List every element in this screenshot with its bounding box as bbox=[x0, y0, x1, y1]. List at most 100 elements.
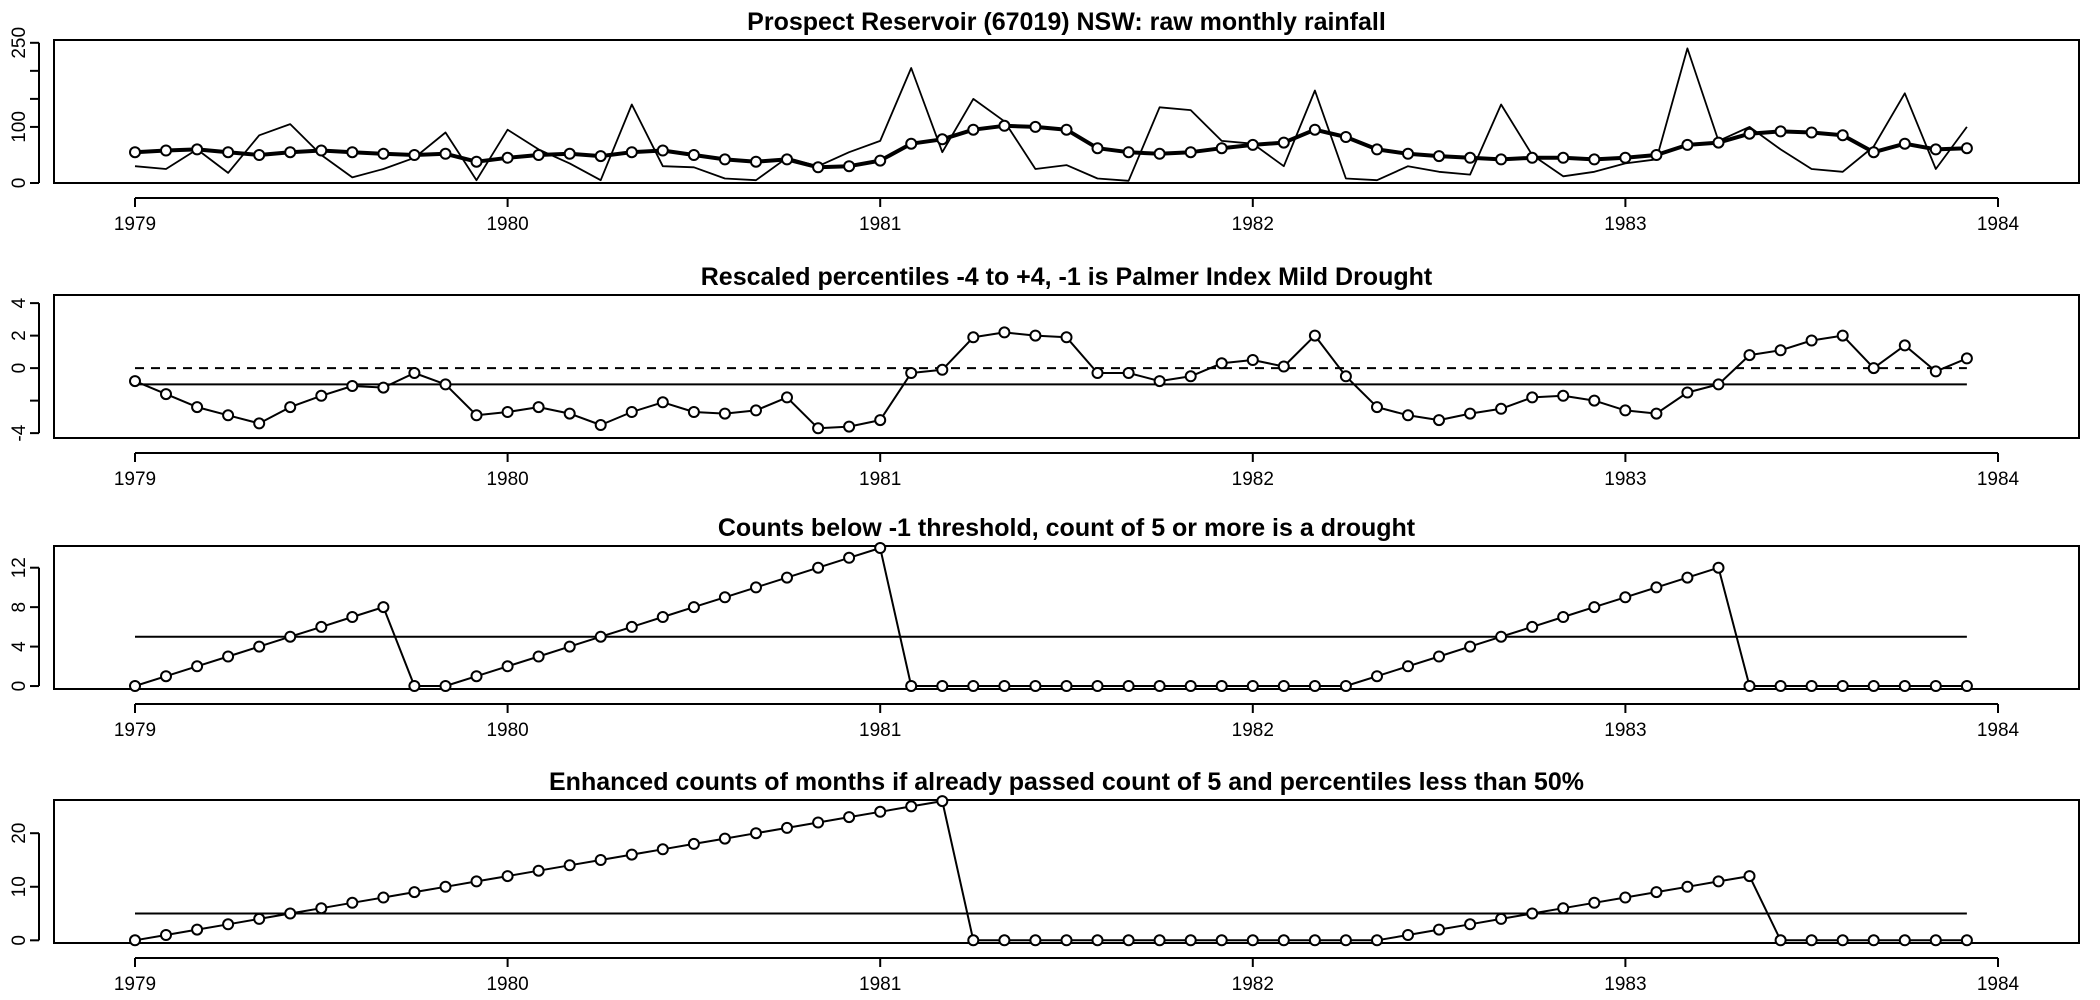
data-point bbox=[191, 923, 204, 936]
y-tick-label: -4 bbox=[9, 424, 30, 441]
data-point bbox=[936, 680, 949, 692]
data-point bbox=[1960, 680, 1973, 692]
data-point bbox=[1588, 601, 1601, 614]
data-point bbox=[253, 640, 266, 653]
x-tick-label: 1980 bbox=[486, 214, 528, 235]
data-point bbox=[377, 891, 390, 904]
series-line bbox=[134, 547, 1967, 687]
data-point bbox=[781, 821, 793, 834]
data-point bbox=[408, 149, 421, 161]
data-point bbox=[1588, 153, 1601, 166]
data-point bbox=[905, 680, 918, 692]
data-point bbox=[1246, 934, 1259, 947]
data-point bbox=[1371, 934, 1383, 947]
data-point bbox=[1805, 126, 1818, 139]
data-point bbox=[998, 119, 1011, 132]
data-point bbox=[1526, 620, 1539, 633]
data-point bbox=[1308, 680, 1321, 692]
data-point bbox=[563, 640, 576, 653]
plot-frame bbox=[53, 39, 2080, 184]
data-point bbox=[284, 401, 297, 414]
data-point bbox=[1588, 394, 1601, 407]
data-point bbox=[1464, 407, 1477, 420]
data-point bbox=[1122, 680, 1135, 692]
data-point bbox=[843, 811, 856, 824]
data-point bbox=[160, 670, 172, 683]
data-point bbox=[1184, 934, 1197, 947]
data-point bbox=[1308, 123, 1321, 136]
data-point bbox=[1495, 630, 1508, 643]
data-point bbox=[1122, 934, 1135, 947]
data-point bbox=[1029, 329, 1042, 342]
data-point bbox=[1743, 127, 1756, 140]
y-tick-label: 0 bbox=[9, 363, 30, 374]
data-point bbox=[1743, 349, 1756, 362]
data-point bbox=[1308, 329, 1321, 342]
data-point bbox=[625, 146, 638, 159]
plot-frame bbox=[53, 799, 2080, 944]
data-point bbox=[687, 837, 700, 850]
x-tick-label: 1984 bbox=[1977, 720, 2020, 741]
data-point bbox=[1371, 143, 1383, 156]
data-point bbox=[1091, 934, 1104, 947]
panel-enhanced-counts: Enhanced counts of months if already pas… bbox=[9, 768, 2080, 995]
x-tick-label: 1984 bbox=[1977, 214, 2020, 235]
data-point bbox=[222, 918, 235, 931]
data-point bbox=[843, 551, 856, 564]
data-point bbox=[1836, 329, 1849, 342]
data-point bbox=[750, 827, 762, 840]
data-point bbox=[1681, 571, 1694, 584]
data-point bbox=[1246, 680, 1259, 692]
data-point bbox=[1805, 934, 1818, 947]
data-point bbox=[936, 363, 949, 376]
data-point bbox=[532, 650, 545, 663]
data-point bbox=[1743, 870, 1756, 883]
data-point bbox=[1060, 934, 1073, 947]
data-point bbox=[1929, 680, 1942, 692]
data-point bbox=[1060, 123, 1073, 136]
data-point bbox=[1495, 153, 1508, 166]
data-point bbox=[1557, 902, 1570, 915]
data-point bbox=[439, 147, 452, 160]
data-point bbox=[1277, 136, 1290, 149]
data-point bbox=[1774, 934, 1787, 947]
data-point bbox=[284, 146, 297, 159]
data-point bbox=[1712, 136, 1725, 149]
data-point bbox=[750, 404, 762, 417]
data-point bbox=[1277, 934, 1290, 947]
data-point bbox=[1619, 591, 1632, 604]
data-point bbox=[1184, 146, 1197, 159]
data-point bbox=[315, 620, 328, 633]
data-point bbox=[346, 146, 359, 159]
data-point bbox=[905, 367, 918, 379]
data-point bbox=[718, 407, 731, 420]
data-point bbox=[346, 896, 359, 909]
data-point bbox=[1029, 680, 1042, 692]
data-point bbox=[1774, 344, 1787, 357]
data-point bbox=[1805, 334, 1818, 347]
data-point bbox=[1433, 923, 1445, 936]
data-point bbox=[532, 864, 545, 877]
data-point bbox=[843, 160, 856, 173]
x-tick-label: 1981 bbox=[859, 720, 901, 741]
data-point bbox=[1277, 680, 1290, 692]
data-point bbox=[191, 401, 204, 414]
data-point bbox=[408, 886, 421, 899]
x-tick-label: 1981 bbox=[859, 974, 901, 995]
data-point bbox=[1960, 352, 1973, 365]
data-point bbox=[346, 611, 359, 623]
data-point bbox=[253, 417, 266, 430]
x-tick-label: 1979 bbox=[114, 974, 156, 995]
data-point bbox=[222, 650, 235, 663]
data-point bbox=[1433, 414, 1445, 427]
x-tick-label: 1979 bbox=[114, 469, 156, 490]
data-point bbox=[160, 388, 172, 401]
data-point bbox=[1960, 142, 1973, 155]
data-point bbox=[222, 146, 235, 159]
data-point bbox=[1712, 378, 1725, 391]
x-tick-label: 1982 bbox=[1232, 214, 1274, 235]
data-point bbox=[284, 907, 297, 920]
data-point bbox=[501, 660, 514, 673]
data-point bbox=[1960, 934, 1973, 947]
